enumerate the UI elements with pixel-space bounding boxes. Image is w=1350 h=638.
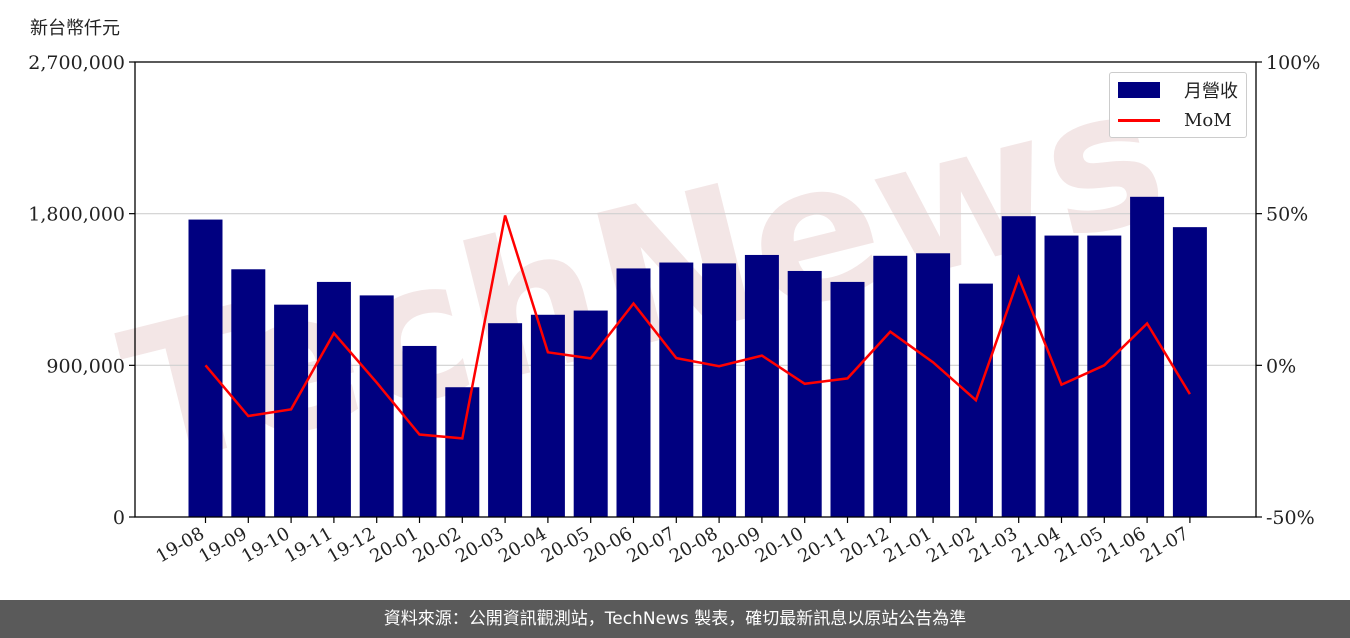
bar-20-02 [445, 387, 480, 517]
left-tick-label: 1,800,000 [28, 204, 125, 226]
bar-20-03 [488, 323, 523, 517]
legend-item-revenue: 月營收 [1118, 77, 1238, 103]
left-tick-label: 0 [113, 507, 125, 529]
left-tick-label: 900,000 [46, 355, 125, 377]
bar-20-11 [830, 281, 865, 517]
x-tick-label: 19-11 [281, 523, 336, 567]
bar-19-12 [359, 295, 394, 517]
bar-20-04 [530, 314, 565, 517]
bar-21-01 [916, 253, 951, 517]
y-axis-unit-label: 新台幣仟元 [30, 18, 120, 39]
bar-20-01 [402, 345, 437, 517]
x-tick-label: 21-05 [1051, 523, 1106, 567]
legend-bar-swatch [1118, 82, 1160, 98]
legend-label-mom: MoM [1184, 109, 1232, 131]
x-tick-label: 21-02 [923, 523, 978, 567]
bar-20-08 [702, 263, 737, 517]
x-tick-label: 21-04 [1009, 523, 1064, 567]
x-tick-label: 20-04 [495, 523, 550, 567]
legend-line-swatch [1118, 118, 1160, 122]
x-tick-label: 20-05 [538, 523, 593, 567]
bar-21-07 [1172, 227, 1207, 518]
bar-20-06 [616, 268, 651, 517]
bar-20-07 [659, 262, 694, 517]
x-tick-label: 20-01 [367, 523, 422, 567]
right-tick-label: 100% [1266, 52, 1320, 74]
x-tick-label: 20-06 [581, 523, 636, 567]
plot-frame [134, 61, 1257, 518]
bar-19-09 [231, 269, 266, 517]
bar-19-08 [188, 219, 223, 517]
bar-20-12 [873, 255, 908, 517]
x-tick-label: 19-12 [324, 523, 379, 567]
right-tick-label: 50% [1266, 204, 1308, 226]
x-tick-label: 20-10 [752, 523, 807, 567]
x-axis: 19-0819-0919-1019-1119-1220-0120-0220-03… [153, 517, 1192, 567]
x-tick-label: 20-09 [709, 523, 764, 567]
bar-21-06 [1130, 196, 1165, 517]
x-tick-label: 21-07 [1137, 523, 1192, 567]
x-tick-label: 19-10 [238, 523, 293, 567]
x-tick-label: 21-03 [966, 523, 1021, 567]
x-tick-label: 20-12 [837, 523, 892, 567]
source-footer: 資料來源：公開資訊觀測站，TechNews 製表，確切最新訊息以原站公告為準 [0, 600, 1350, 638]
x-tick-label: 20-07 [623, 523, 678, 567]
bar-series [188, 196, 1207, 518]
x-tick-label: 19-09 [195, 523, 250, 567]
right-tick-label: 0% [1266, 355, 1296, 377]
right-tick-label: -50% [1266, 507, 1315, 529]
bar-21-05 [1087, 235, 1122, 517]
legend-item-mom: MoM [1118, 107, 1232, 133]
bar-20-09 [744, 254, 779, 517]
legend-label-revenue: 月營收 [1184, 81, 1238, 102]
left-tick-label: 2,700,000 [28, 52, 125, 74]
x-tick-label: 20-02 [409, 523, 464, 567]
bar-21-03 [1001, 216, 1036, 517]
x-tick-label: 20-03 [452, 523, 507, 567]
right-y-axis: -50% 0% 50% 100% [1256, 52, 1320, 529]
legend: 月營收 MoM [1109, 72, 1247, 138]
left-y-axis: 0 900,000 1,800,000 2,700,000 [28, 52, 135, 529]
mom-line [204, 215, 1191, 440]
x-tick-label: 21-01 [880, 523, 935, 567]
x-tick-label: 21-06 [1094, 523, 1149, 567]
bar-21-04 [1044, 235, 1079, 517]
x-tick-label: 20-11 [795, 523, 850, 567]
x-tick-label: 20-08 [666, 523, 721, 567]
bar-19-11 [316, 281, 351, 517]
bar-20-10 [787, 270, 822, 517]
x-tick-label: 19-08 [153, 523, 208, 567]
